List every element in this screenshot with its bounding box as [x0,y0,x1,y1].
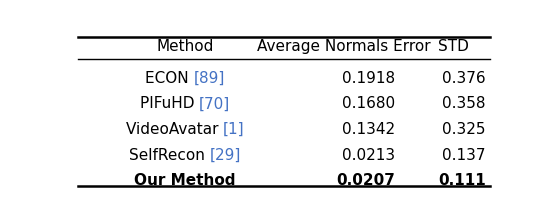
Text: PIFuHD: PIFuHD [140,97,199,111]
Text: Method: Method [156,39,214,54]
Text: Our Method: Our Method [135,173,236,188]
Text: 0.325: 0.325 [442,122,486,137]
Text: Average Normals Error: Average Normals Error [257,39,431,54]
Text: 0.1342: 0.1342 [342,122,396,137]
Text: [29]: [29] [210,147,241,162]
Text: SelfRecon: SelfRecon [129,147,210,162]
Text: ECON: ECON [145,71,194,86]
Text: 0.376: 0.376 [442,71,486,86]
Text: 0.0213: 0.0213 [342,147,396,162]
Text: STD: STD [438,39,469,54]
Text: 0.1680: 0.1680 [342,97,396,111]
Text: 0.137: 0.137 [442,147,486,162]
Text: [70]: [70] [199,97,230,111]
Text: VideoAvatar: VideoAvatar [126,122,223,137]
Text: [1]: [1] [223,122,245,137]
Text: 0.111: 0.111 [438,173,486,188]
Text: 0.0207: 0.0207 [337,173,396,188]
Text: [89]: [89] [194,71,225,86]
Text: 0.358: 0.358 [442,97,486,111]
Text: 0.1918: 0.1918 [342,71,396,86]
